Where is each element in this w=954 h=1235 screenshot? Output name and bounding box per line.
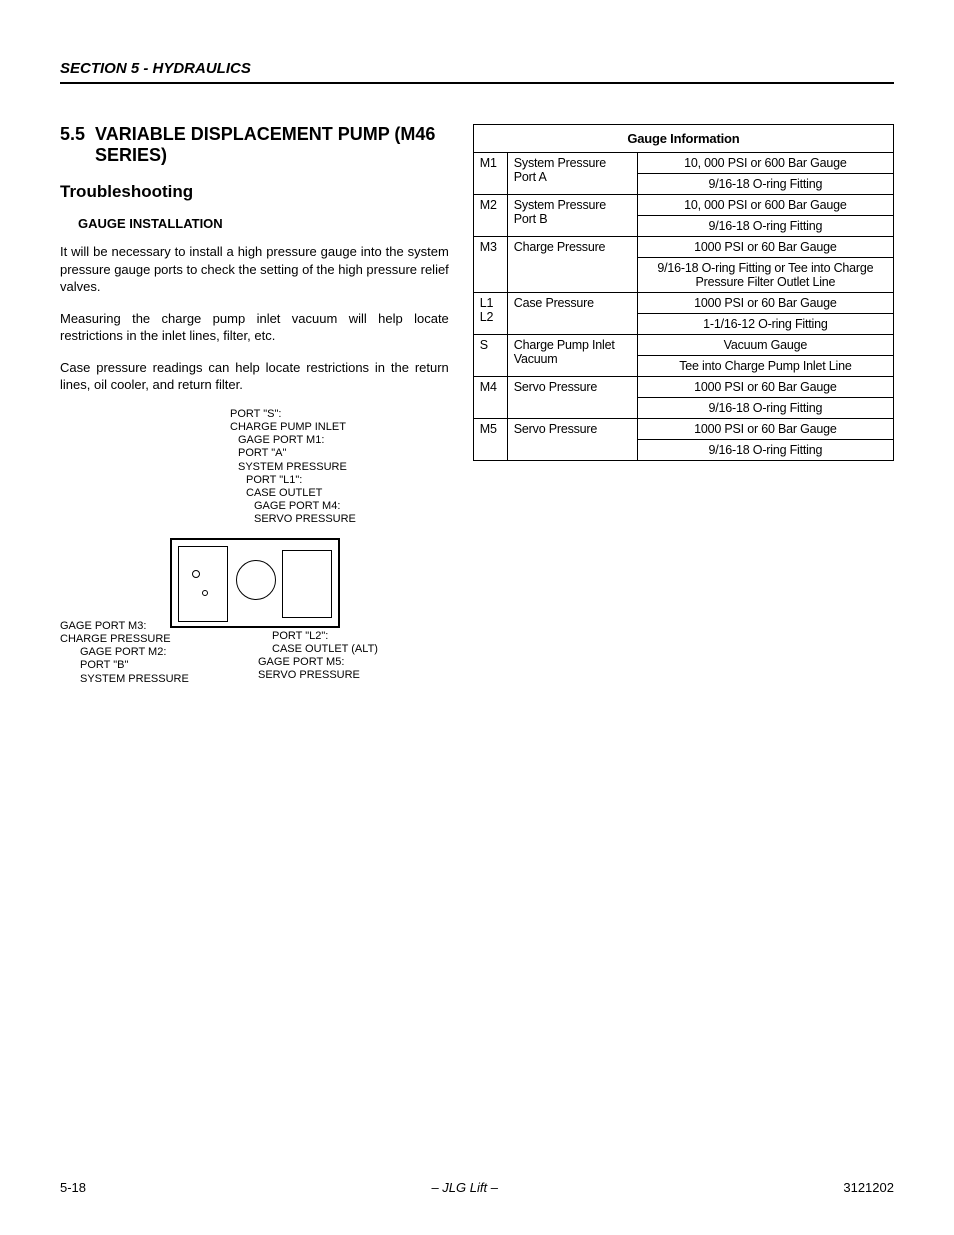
table-cell-value: 9/16-18 O-ring Fitting: [637, 216, 893, 237]
pump-diagram: PORT "S": CHARGE PUMP INLET GAGE PORT M1…: [60, 408, 449, 718]
diagram-label: CHARGE PRESSURE: [60, 633, 189, 646]
pump-part: [192, 570, 200, 578]
section-title-text: VARIABLE DISPLACEMENT PUMP (M46 SERIES): [95, 124, 449, 166]
diagram-label: GAGE PORT M5:: [258, 656, 378, 669]
table-cell-port: M3: [473, 237, 507, 293]
paragraph-3: Case pressure readings can help locate r…: [60, 359, 449, 394]
table-cell-value: 1000 PSI or 60 Bar Gauge: [637, 237, 893, 258]
table-cell-value: 9/16-18 O-ring Fitting: [637, 174, 893, 195]
table-row: M4 Servo Pressure 1000 PSI or 60 Bar Gau…: [473, 377, 893, 398]
table-cell-desc: Servo Pressure: [507, 377, 637, 419]
diagram-top-labels: PORT "S": CHARGE PUMP INLET GAGE PORT M1…: [230, 408, 356, 527]
gauge-information-table: Gauge Information M1 System Pressure Por…: [473, 124, 894, 461]
table-row: M2 System Pressure Port B 10, 000 PSI or…: [473, 195, 893, 216]
table-cell-desc: System Pressure Port A: [507, 153, 637, 195]
table-cell-value: Tee into Charge Pump Inlet Line: [637, 356, 893, 377]
diagram-label: SYSTEM PRESSURE: [238, 461, 356, 474]
table-cell-value: Vacuum Gauge: [637, 335, 893, 356]
diagram-label: CHARGE PUMP INLET: [230, 421, 356, 434]
paragraph-2: Measuring the charge pump inlet vacuum w…: [60, 310, 449, 345]
diagram-label: SYSTEM PRESSURE: [80, 673, 189, 686]
diagram-left-labels: GAGE PORT M3: CHARGE PRESSURE GAGE PORT …: [60, 620, 189, 686]
diagram-label: PORT "S":: [230, 408, 356, 421]
table-cell-value: 9/16-18 O-ring Fitting or Tee into Charg…: [637, 258, 893, 293]
table-cell-value: 1000 PSI or 60 Bar Gauge: [637, 293, 893, 314]
right-column: Gauge Information M1 System Pressure Por…: [473, 124, 894, 718]
subtitle: Troubleshooting: [60, 182, 449, 202]
table-cell-desc: Servo Pressure: [507, 419, 637, 461]
diagram-label: CASE OUTLET (ALT): [272, 643, 378, 656]
pump-schematic-box: [170, 538, 340, 628]
table-row: S Charge Pump Inlet Vacuum Vacuum Gauge: [473, 335, 893, 356]
table-cell-port: S: [473, 335, 507, 377]
content-area: 5.5 VARIABLE DISPLACEMENT PUMP (M46 SERI…: [60, 124, 894, 718]
pump-part: [282, 550, 332, 618]
paragraph-1: It will be necessary to install a high p…: [60, 243, 449, 296]
table-cell-value: 10, 000 PSI or 600 Bar Gauge: [637, 195, 893, 216]
diagram-label: PORT "L2":: [272, 630, 378, 643]
table-cell-port: M4: [473, 377, 507, 419]
diagram-label: GAGE PORT M2:: [80, 646, 189, 659]
page-footer: 5-18 – JLG Lift – 3121202: [60, 1180, 894, 1195]
diagram-label: PORT "B": [80, 659, 189, 672]
table-cell-port: M1: [473, 153, 507, 195]
table-row: M1 System Pressure Port A 10, 000 PSI or…: [473, 153, 893, 174]
footer-right: 3121202: [843, 1180, 894, 1195]
diagram-label: PORT "L1":: [246, 474, 356, 487]
diagram-label: GAGE PORT M4:: [254, 500, 356, 513]
table-cell-value: 9/16-18 O-ring Fitting: [637, 440, 893, 461]
pump-part: [236, 560, 276, 600]
table-cell-value: 1-1/16-12 O-ring Fitting: [637, 314, 893, 335]
table-cell-port: M5: [473, 419, 507, 461]
table-cell-value: 1000 PSI or 60 Bar Gauge: [637, 419, 893, 440]
page-header: SECTION 5 - HYDRAULICS: [60, 60, 894, 84]
pump-part: [202, 590, 208, 596]
diagram-label: CASE OUTLET: [246, 487, 356, 500]
table-cell-desc: System Pressure Port B: [507, 195, 637, 237]
subsubtitle: GAUGE INSTALLATION: [78, 216, 449, 231]
diagram-label: SERVO PRESSURE: [254, 513, 356, 526]
table-cell-port: L1 L2: [473, 293, 507, 335]
table-cell-value: 9/16-18 O-ring Fitting: [637, 398, 893, 419]
table-header: Gauge Information: [473, 125, 893, 153]
table-cell-value: 10, 000 PSI or 600 Bar Gauge: [637, 153, 893, 174]
table-row: L1 L2 Case Pressure 1000 PSI or 60 Bar G…: [473, 293, 893, 314]
table-cell-desc: Charge Pressure: [507, 237, 637, 293]
diagram-label: SERVO PRESSURE: [258, 669, 378, 682]
table-row: M3 Charge Pressure 1000 PSI or 60 Bar Ga…: [473, 237, 893, 258]
table-row: M5 Servo Pressure 1000 PSI or 60 Bar Gau…: [473, 419, 893, 440]
section-title: 5.5 VARIABLE DISPLACEMENT PUMP (M46 SERI…: [60, 124, 449, 166]
section-number: 5.5: [60, 124, 85, 166]
table-cell-desc: Charge Pump Inlet Vacuum: [507, 335, 637, 377]
diagram-right-labels: PORT "L2": CASE OUTLET (ALT) GAGE PORT M…: [272, 630, 378, 683]
diagram-label: GAGE PORT M3:: [60, 620, 189, 633]
section-header-text: SECTION 5 - HYDRAULICS: [60, 60, 251, 77]
table-cell-value: 1000 PSI or 60 Bar Gauge: [637, 377, 893, 398]
diagram-label: GAGE PORT M1:: [238, 434, 356, 447]
table-cell-desc: Case Pressure: [507, 293, 637, 335]
footer-center: – JLG Lift –: [431, 1180, 497, 1195]
left-column: 5.5 VARIABLE DISPLACEMENT PUMP (M46 SERI…: [60, 124, 449, 718]
footer-left: 5-18: [60, 1180, 86, 1195]
pump-part: [178, 546, 228, 622]
diagram-label: PORT "A": [238, 447, 356, 460]
table-cell-port: M2: [473, 195, 507, 237]
